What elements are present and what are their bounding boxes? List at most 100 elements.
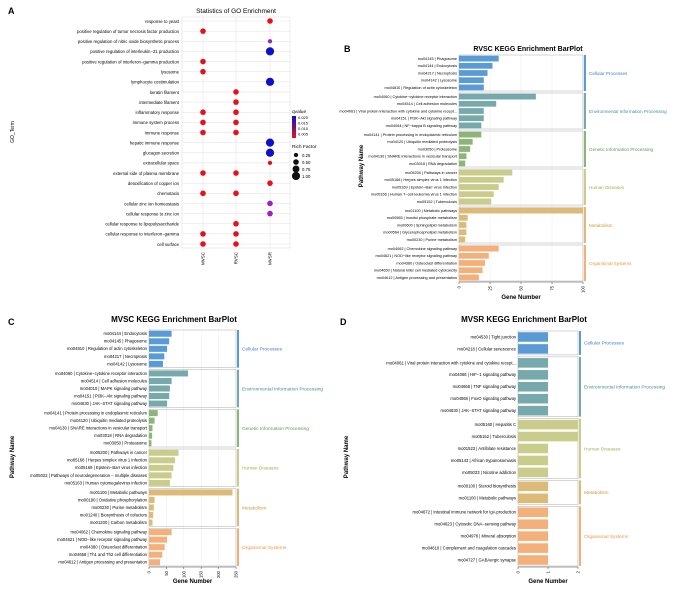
group-label: Genetic Information Processing — [589, 147, 654, 152]
group-color-strip — [579, 356, 581, 417]
bar — [459, 138, 473, 145]
term-label: chemotaxis — [157, 191, 179, 196]
legend-tick: 0.25 — [302, 153, 311, 158]
group-label: Environmental Information Processing — [589, 109, 667, 114]
group-color-strip — [237, 409, 239, 447]
bar — [459, 169, 513, 176]
group-color-strip — [579, 506, 581, 566]
bar — [149, 425, 153, 432]
bar — [518, 431, 578, 442]
x-tick-label: MVSR — [268, 251, 273, 265]
bar — [459, 229, 467, 236]
term-label: intermediate filament — [139, 100, 180, 105]
group-organismal-systems: mo04672 | Intestinal immune network for … — [412, 506, 629, 567]
bar — [459, 146, 471, 152]
bar — [518, 543, 548, 553]
panel-c: C MVSC KEGG Enrichment BarPlot Pathway Nam… — [8, 315, 323, 585]
pathway-label: mo05169 | Epstein−Barr virus infection — [75, 465, 148, 470]
bar — [459, 122, 482, 129]
bar — [518, 332, 548, 342]
group-label: Human Diseases — [589, 185, 625, 190]
legend-tick: 0.75 — [302, 167, 311, 172]
pathway-label: mo04380 | Osteoclast differentiation — [396, 261, 457, 265]
bar — [149, 479, 170, 486]
pathway-label: mo00565 | Inositol phosphate metabolism — [387, 216, 457, 220]
pathway-label: mo04151 | PI3K−Akt signaling pathway — [391, 117, 457, 121]
pathway-label: mo04130 | SNARE interactions in vesicula… — [368, 155, 458, 159]
panel-a: A Statistics of GO Enrichment response to … — [8, 6, 317, 265]
bar — [459, 184, 499, 190]
bar — [149, 544, 165, 551]
panel-b: B RVSC KEGG Enrichment BarPlot Pathway Nam… — [339, 44, 667, 301]
legend-size-dot — [293, 152, 299, 158]
data-point — [233, 231, 239, 237]
bar — [459, 267, 483, 274]
bar — [459, 222, 467, 228]
pathway-label: mo04612 | Antigen processing and present… — [377, 276, 457, 280]
data-point — [233, 119, 239, 126]
bar — [149, 400, 168, 407]
chart-title: RVSC KEGG Enrichment BarPlot — [473, 46, 583, 53]
pathway-label: mo05200 | Pathways in cancer — [90, 450, 148, 455]
group-color-strip — [237, 488, 239, 527]
bar — [149, 496, 155, 503]
panel-label: A — [8, 6, 15, 16]
group-label: Metabolism — [242, 505, 267, 511]
pathway-label: mo05152 | Tuberculosis — [472, 434, 516, 439]
bar — [149, 457, 176, 464]
bar — [518, 555, 548, 565]
pathway-label: mo04064 | NF−kappa B signaling pathway — [386, 124, 457, 128]
term-label: extracellular space — [143, 161, 179, 166]
pathway-label: mo00564 | Glycerophospholipid metabolism — [383, 231, 457, 235]
data-point — [200, 109, 206, 116]
y-axis-label: GO_Term — [10, 121, 16, 143]
legend-tick: 0.015 — [298, 121, 309, 126]
group-color-strip — [584, 245, 586, 281]
bar — [518, 481, 548, 492]
data-point — [233, 170, 239, 176]
bar — [149, 489, 233, 496]
x-tick-label: 50 — [519, 285, 524, 290]
panel-label: C — [8, 317, 15, 327]
group-human-diseases: mo05160 | Hepatitis C mo05152 | Tuberculo… — [451, 418, 621, 479]
bar — [459, 62, 493, 69]
group-label: Metabolism — [584, 490, 609, 496]
group-environmental-information-processing: mo04061 | Viral protein interaction with… — [386, 356, 665, 417]
pathway-label: mo04061 | Viral protein interaction with… — [339, 109, 457, 113]
pathway-label: mo04120 | Ubiquitin mediated proteolysis — [387, 140, 457, 144]
bar — [459, 93, 536, 100]
pathway-label: mo04514 | Cell adhesion molecules — [397, 102, 457, 106]
group-color-strip — [579, 331, 581, 355]
bar — [518, 344, 548, 354]
pathway-label: mo04141 | Protein processing in endoplas… — [364, 133, 457, 137]
bar — [459, 198, 492, 205]
bar — [149, 449, 179, 456]
pathway-label: mo04218 | Cellular senescence — [457, 346, 516, 351]
bar — [149, 410, 158, 417]
pathway-label: mo04630 | JAK−STAT signaling pathway — [441, 408, 517, 413]
x-tick-label: MVSC — [201, 251, 206, 265]
bar — [459, 77, 484, 84]
x-tick-label: 250 — [234, 570, 239, 578]
bar — [518, 381, 548, 392]
chart-title: MVSR KEGG Enrichment BarPlot — [461, 315, 587, 324]
pathway-label: mo05166 | Human T−cell leukemia virus 1 … — [371, 193, 457, 197]
bar — [459, 131, 482, 138]
pathway-label: mo04130 | SNARE interactions in vesicula… — [49, 426, 148, 431]
pathway-label: mo04144 | Endocytosis — [418, 64, 458, 68]
bar — [459, 236, 466, 243]
bar — [518, 393, 548, 404]
bar — [149, 417, 155, 424]
pathway-label: mo04672 | Intestinal immune network for … — [412, 510, 516, 515]
pathway-label: mo05160 | Hepatitis C — [475, 422, 516, 427]
legend-size-dot — [293, 159, 299, 165]
panel-label: D — [340, 317, 347, 327]
data-point — [200, 170, 206, 176]
pathway-label: mo04142 | Lysosome — [107, 361, 147, 366]
group-organismal-systems: mo04062 | Chemokine signaling pathway mo0… — [57, 528, 287, 567]
bar — [459, 176, 504, 183]
bar — [518, 443, 548, 454]
group-label: Environmental Information Processing — [584, 385, 665, 391]
bar — [149, 464, 174, 471]
pathway-label: mo04145 | Phagosome — [418, 57, 457, 61]
